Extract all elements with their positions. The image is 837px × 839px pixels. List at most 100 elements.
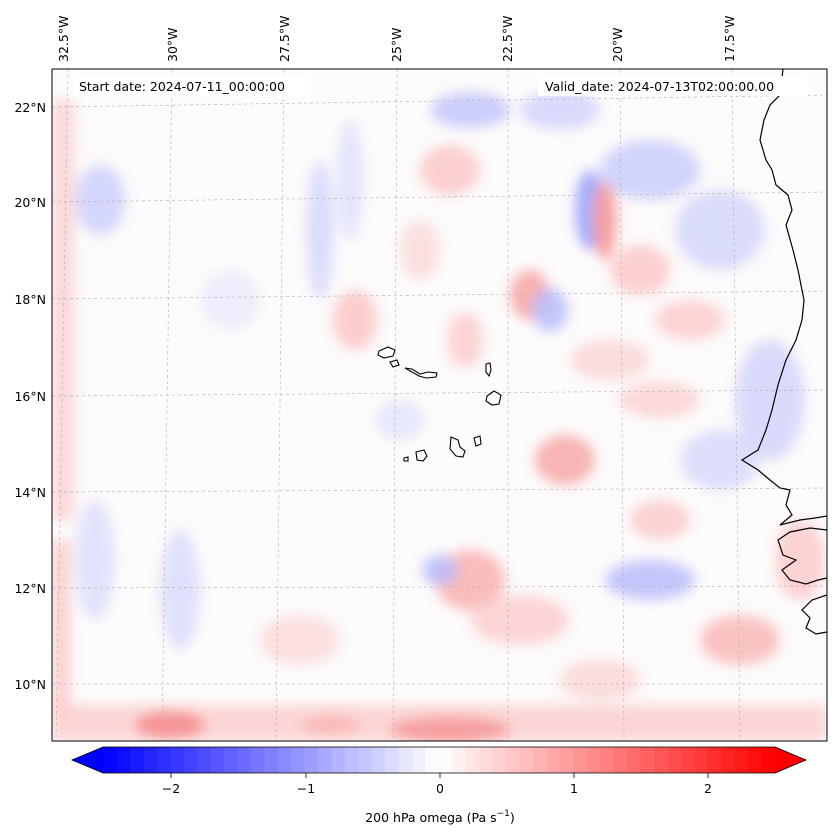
start-date-box	[72, 76, 310, 96]
africa-coastline-guinea	[801, 594, 827, 635]
africa-coastline-south	[777, 527, 827, 585]
lon-label: 27.5°W	[277, 16, 292, 62]
lon-label: 22.5°W	[500, 16, 515, 62]
colorbar-cell	[600, 747, 615, 773]
start-date-label: Start date: 2024-07-11_00:00:00	[79, 79, 285, 94]
colorbar-cell	[654, 747, 669, 773]
lat-label: 14°N	[14, 485, 46, 500]
island-sal	[485, 362, 492, 378]
coastline	[740, 69, 827, 635]
lat-label: 18°N	[14, 292, 46, 307]
lon-label: 32.5°W	[56, 16, 71, 62]
island-santo-antao	[377, 346, 396, 359]
lon-label: 17.5°W	[722, 16, 737, 62]
island-fogo	[415, 449, 428, 462]
colorbar-cell	[694, 747, 709, 773]
colorbar-cell	[748, 747, 763, 773]
lon-label: 20°W	[610, 27, 625, 62]
colorbar-cell	[156, 747, 171, 773]
colorbar-cell	[250, 747, 265, 773]
colorbar-cell	[680, 747, 695, 773]
colorbar-cell	[264, 747, 279, 773]
island-sao-nicolau	[404, 367, 438, 379]
colorbar-label-exp: −1	[497, 809, 510, 819]
colorbar-cell	[452, 747, 467, 773]
colorbar-cell	[129, 747, 144, 773]
colorbar-cell	[116, 747, 131, 773]
colorbar-tick-label: −2	[162, 781, 180, 796]
colorbar-cell	[627, 747, 642, 773]
valid-date-box	[538, 76, 808, 96]
colorbar-cell	[358, 747, 373, 773]
colorbar-cell	[479, 747, 494, 773]
colorbar-cell	[721, 747, 736, 773]
colorbar-tick-label: 0	[436, 781, 444, 796]
colorbar-label-prefix: 200 hPa omega (Pa s	[365, 810, 496, 825]
colorbar-cell	[761, 747, 776, 773]
latitude-labels: 22°N 20°N 18°N 16°N 14°N 12°N 10°N	[14, 100, 46, 692]
cape-verde-islands	[377, 346, 502, 462]
lat-label: 22°N	[14, 100, 46, 115]
colorbar-cell	[425, 747, 440, 773]
colorbar-tick-label: −1	[297, 781, 315, 796]
colorbar: −2 −1 0 1 2 200 hPa omega (Pa s−1)	[70, 746, 808, 825]
colorbar-extend-max	[775, 747, 806, 773]
colorbar-cell	[519, 747, 534, 773]
omega-field	[52, 90, 827, 741]
colorbar-cell	[573, 747, 588, 773]
colorbar-cell	[237, 747, 252, 773]
colorbar-cell	[586, 747, 601, 773]
map-frame	[51, 68, 828, 742]
colorbar-cell	[546, 747, 561, 773]
colorbar-cell	[613, 747, 628, 773]
island-maio	[473, 435, 482, 447]
valid-date-label: Valid_date: 2024-07-13T02:00:00.00	[545, 79, 774, 94]
colorbar-cell	[143, 747, 158, 773]
colorbar-cell	[371, 747, 386, 773]
colorbar-cell	[170, 747, 185, 773]
colorbar-extend-min	[72, 747, 103, 773]
colorbar-cell	[439, 747, 454, 773]
lat-label: 16°N	[14, 389, 46, 404]
colorbar-cell	[344, 747, 359, 773]
lon-label: 25°W	[389, 27, 404, 62]
colorbar-tick-label: 1	[570, 781, 578, 796]
colorbar-cell	[559, 747, 574, 773]
colorbar-cells	[103, 747, 776, 773]
colorbar-cell	[506, 747, 521, 773]
island-boa-vista	[485, 390, 502, 406]
colorbar-cell	[331, 747, 346, 773]
colorbar-cell	[734, 747, 749, 773]
colorbar-cell	[533, 747, 548, 773]
colorbar-tick-label: 2	[704, 781, 712, 796]
colorbar-cell	[103, 747, 118, 773]
colorbar-cell	[318, 747, 333, 773]
colorbar-cell	[183, 747, 198, 773]
colorbar-cell	[291, 747, 306, 773]
island-brava	[403, 456, 409, 462]
colorbar-ticks	[170, 773, 709, 778]
lat-label: 10°N	[14, 677, 46, 692]
colorbar-cell	[385, 747, 400, 773]
colorbar-cell	[707, 747, 722, 773]
island-sao-vicente	[389, 359, 400, 368]
africa-coastline	[740, 69, 827, 526]
colorbar-label: 200 hPa omega (Pa s−1)	[365, 809, 515, 825]
lat-label: 20°N	[14, 195, 46, 210]
colorbar-cell	[640, 747, 655, 773]
colorbar-outline	[70, 746, 808, 774]
colorbar-label-suffix: )	[510, 810, 515, 825]
colorbar-cell	[492, 747, 507, 773]
island-santiago	[449, 436, 466, 458]
colorbar-cell	[223, 747, 238, 773]
colorbar-cell	[465, 747, 480, 773]
colorbar-cell	[197, 747, 212, 773]
longitude-labels: 32.5°W 30°W 27.5°W 25°W 22.5°W 20°W 17.5…	[56, 16, 737, 62]
colorbar-cell	[412, 747, 427, 773]
colorbar-cell	[210, 747, 225, 773]
gridlines	[52, 69, 827, 741]
colorbar-cell	[667, 747, 682, 773]
colorbar-cell	[277, 747, 292, 773]
lat-label: 12°N	[14, 581, 46, 596]
